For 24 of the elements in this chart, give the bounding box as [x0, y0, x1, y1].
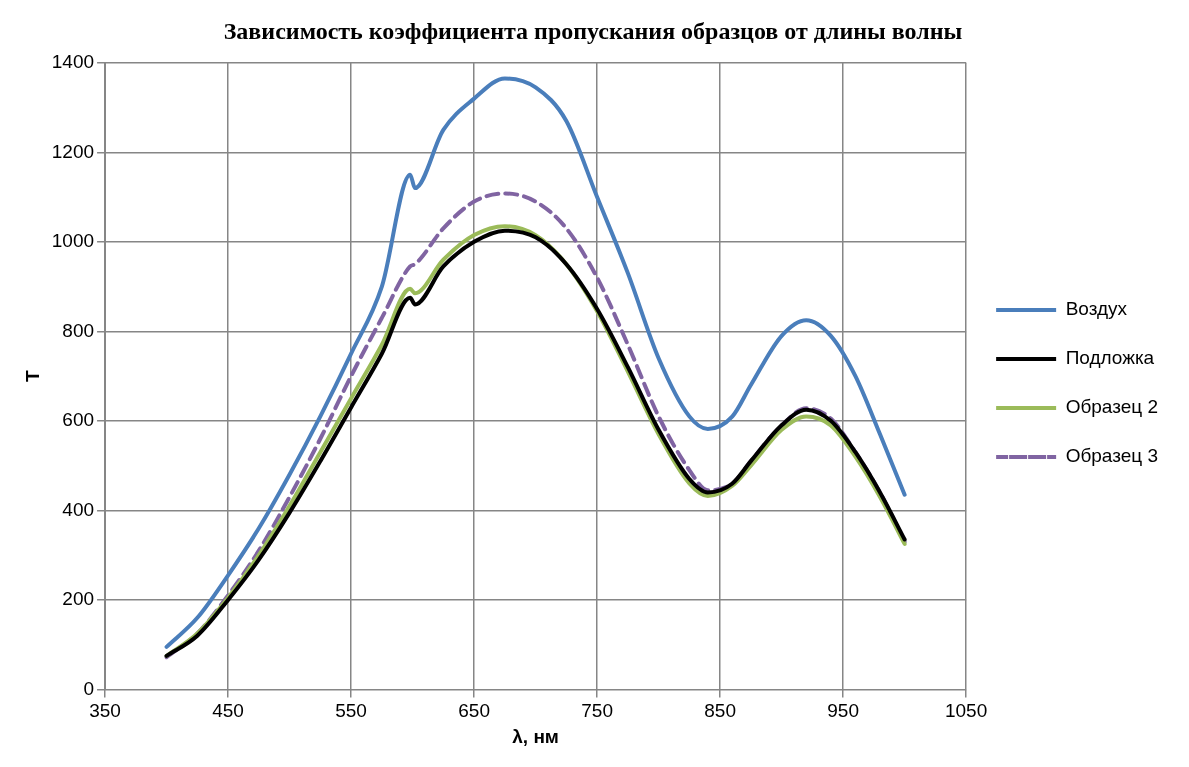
x-tick-label: 950 — [827, 700, 859, 722]
x-tick-label: 750 — [581, 700, 613, 722]
y-tick-label: 400 — [62, 498, 95, 520]
line-series — [164, 76, 907, 649]
x-axis-title: λ, нм — [512, 725, 559, 747]
x-tick-label: 850 — [704, 700, 736, 722]
y-axis-title: T — [21, 369, 43, 382]
legend-label: Образец 3 — [1065, 445, 1158, 467]
x-tick-label: 550 — [335, 700, 367, 722]
y-tick-label: 200 — [62, 588, 95, 610]
x-tick-label: 450 — [212, 700, 244, 722]
y-tick-label: 1400 — [51, 51, 95, 73]
x-tick-label: 350 — [89, 700, 121, 722]
chart-title: Зависимость коэффициента пропускания образцов от длины волны — [223, 17, 963, 44]
y-tick-label: 1000 — [51, 230, 95, 252]
legend-label: Образец 2 — [1065, 396, 1158, 418]
x-tick-label: 1050 — [944, 700, 988, 722]
y-tick-label: 1200 — [51, 140, 95, 162]
x-tick-label: 650 — [458, 700, 490, 722]
legend-label: Подложка — [1065, 347, 1155, 369]
y-tick-label: 600 — [62, 409, 95, 431]
legend-label: Воздух — [1065, 298, 1128, 320]
y-tick-label: 0 — [83, 677, 95, 699]
y-tick-label: 800 — [62, 319, 95, 341]
